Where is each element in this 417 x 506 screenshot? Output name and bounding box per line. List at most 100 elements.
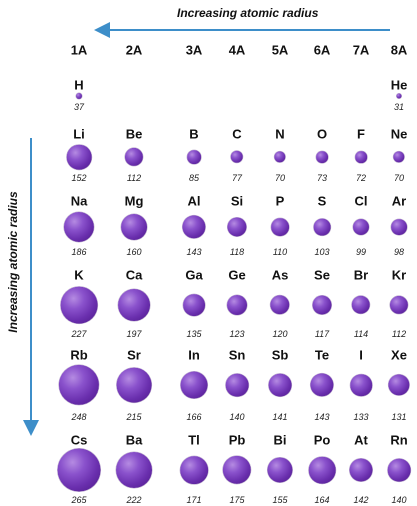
- atom-sphere-br: [351, 295, 371, 315]
- atomic-radius-cl: 99: [355, 247, 367, 257]
- group-label-7a: 7A: [352, 42, 370, 58]
- atom-sphere-s: [313, 218, 331, 236]
- atomic-radius-be: 112: [126, 173, 142, 183]
- element-symbol-kr: Kr: [391, 267, 407, 283]
- group-label-3a: 3A: [185, 42, 203, 58]
- atom-sphere-o: [316, 151, 328, 163]
- group-label-6a: 6A: [313, 42, 331, 58]
- atomic-radius-sr: 215: [126, 412, 142, 422]
- element-symbol-mg: Mg: [124, 193, 144, 209]
- element-symbol-p: P: [275, 193, 285, 209]
- atom-sphere-kr: [389, 295, 409, 315]
- atomic-radius-tl: 171: [186, 495, 202, 505]
- atomic-radius-li: 152: [71, 173, 87, 183]
- group-label-5a: 5A: [271, 42, 289, 58]
- atom-sphere-ga: [183, 294, 205, 316]
- atomic-radius-sn: 140: [229, 412, 245, 422]
- atomic-radius-bi: 155: [272, 495, 288, 505]
- element-symbol-sn: Sn: [228, 347, 246, 363]
- element-symbol-se: Se: [314, 267, 330, 283]
- element-symbol-he: He: [390, 77, 408, 93]
- atomic-radius-po: 164: [314, 495, 330, 505]
- horizontal-arrow-label: Increasing atomic radius: [177, 6, 319, 20]
- atomic-radius-o: 73: [316, 173, 328, 183]
- atomic-radius-he: 31: [393, 102, 405, 112]
- element-symbol-s: S: [317, 193, 327, 209]
- element-symbol-at: At: [354, 432, 368, 448]
- atomic-radius-i: 133: [353, 412, 369, 422]
- atom-sphere-f: [355, 151, 367, 163]
- atom-sphere-h: [76, 93, 82, 99]
- element-symbol-cl: Cl: [354, 193, 368, 209]
- element-symbol-h: H: [74, 77, 84, 93]
- atom-sphere-ne: [393, 151, 405, 163]
- atomic-radius-p: 110: [272, 247, 288, 257]
- element-symbol-o: O: [316, 126, 328, 142]
- atomic-radius-na: 186: [71, 247, 87, 257]
- group-label-1a: 1A: [70, 42, 88, 58]
- atom-sphere-cl: [352, 218, 370, 236]
- atomic-radius-n: 70: [274, 173, 286, 183]
- atom-sphere-rn: [387, 458, 411, 482]
- atomic-radius-si: 118: [229, 247, 245, 257]
- atomic-radius-al: 143: [186, 247, 202, 257]
- element-symbol-si: Si: [230, 193, 244, 209]
- atom-sphere-ge: [227, 295, 247, 315]
- vertical-arrow-label: Increasing atomic radius: [6, 191, 20, 333]
- group-label-8a: 8A: [390, 42, 408, 58]
- atom-sphere-te: [310, 373, 334, 397]
- element-symbol-na: Na: [70, 193, 88, 209]
- atomic-radius-pb: 175: [229, 495, 245, 505]
- atom-sphere-i: [350, 374, 372, 396]
- atom-sphere-sr: [116, 367, 152, 403]
- atomic-radius-k: 227: [71, 329, 87, 339]
- atom-sphere-n: [274, 151, 286, 163]
- atom-sphere-b: [187, 150, 201, 164]
- element-symbol-ga: Ga: [185, 267, 203, 283]
- element-symbol-ba: Ba: [125, 432, 143, 448]
- atom-sphere-be: [124, 147, 144, 167]
- element-symbol-in: In: [188, 347, 200, 363]
- atomic-radius-xe: 131: [391, 412, 407, 422]
- atom-sphere-na: [63, 211, 95, 243]
- atom-sphere-li: [66, 144, 92, 170]
- element-symbol-ar: Ar: [391, 193, 407, 209]
- atom-sphere-at: [349, 458, 373, 482]
- atom-sphere-rb: [58, 364, 100, 406]
- atomic-radius-at: 142: [353, 495, 369, 505]
- element-symbol-rn: Rn: [390, 432, 408, 448]
- element-symbol-ge: Ge: [228, 267, 246, 283]
- element-symbol-li: Li: [73, 126, 85, 142]
- element-symbol-al: Al: [187, 193, 201, 209]
- atomic-radius-c: 77: [231, 173, 243, 183]
- atom-sphere-po: [308, 456, 336, 484]
- atom-sphere-al: [182, 215, 206, 239]
- atomic-radius-as: 120: [272, 329, 288, 339]
- atomic-radius-f: 72: [355, 173, 367, 183]
- group-label-4a: 4A: [228, 42, 246, 58]
- element-symbol-te: Te: [314, 347, 330, 363]
- atom-sphere-ar: [391, 219, 407, 235]
- atom-sphere-p: [271, 218, 289, 236]
- element-symbol-f: F: [357, 126, 365, 142]
- element-symbol-rb: Rb: [70, 347, 88, 363]
- atomic-radius-ga: 135: [186, 329, 202, 339]
- atomic-radius-cs: 265: [71, 495, 87, 505]
- group-label-2a: 2A: [125, 42, 143, 58]
- atom-sphere-tl: [180, 456, 208, 484]
- atomic-radius-ge: 123: [229, 329, 245, 339]
- atom-sphere-he: [396, 93, 402, 99]
- element-symbol-as: As: [271, 267, 289, 283]
- atomic-radius-rb: 248: [71, 412, 87, 422]
- element-symbol-k: K: [74, 267, 84, 283]
- element-symbol-be: Be: [125, 126, 143, 142]
- element-symbol-sb: Sb: [271, 347, 289, 363]
- atomic-radius-b: 85: [188, 173, 200, 183]
- element-symbol-b: B: [189, 126, 199, 142]
- element-symbol-i: I: [359, 347, 363, 363]
- atomic-radius-mg: 160: [126, 247, 142, 257]
- element-symbol-sr: Sr: [127, 347, 141, 363]
- atom-sphere-mg: [121, 214, 147, 240]
- atomic-radius-in: 166: [186, 412, 202, 422]
